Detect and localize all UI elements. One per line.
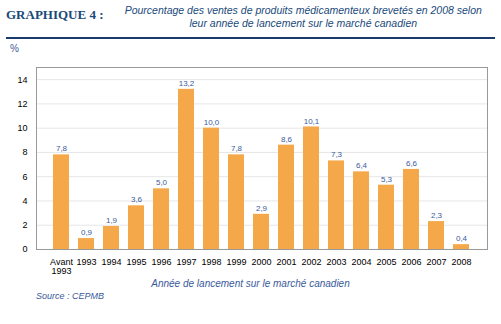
svg-text:1993: 1993: [76, 257, 96, 267]
svg-text:8: 8: [22, 147, 27, 157]
svg-text:2003: 2003: [326, 257, 346, 267]
svg-text:1998: 1998: [201, 257, 221, 267]
svg-text:1,9: 1,9: [106, 216, 118, 225]
svg-text:2008: 2008: [451, 257, 471, 267]
svg-text:1996: 1996: [151, 257, 171, 267]
svg-text:2: 2: [22, 220, 27, 230]
svg-text:7,8: 7,8: [56, 144, 68, 153]
svg-text:8,6: 8,6: [281, 135, 293, 144]
svg-text:5,0: 5,0: [156, 178, 168, 187]
svg-text:1995: 1995: [126, 257, 146, 267]
html-text:leur année de lancement sur le: leur année de lancement sur le marché ca…: [189, 17, 418, 29]
svg-text:1999: 1999: [226, 257, 246, 267]
svg-text:10: 10: [17, 123, 27, 133]
svg-text:12: 12: [17, 99, 27, 109]
svg-text:2,3: 2,3: [431, 211, 443, 220]
svg-text:1997: 1997: [176, 257, 196, 267]
svg-text:0: 0: [22, 244, 27, 254]
svg-text:2005: 2005: [376, 257, 396, 267]
svg-text:0,9: 0,9: [81, 228, 93, 237]
svg-text:10,0: 10,0: [204, 118, 220, 127]
svg-text:6: 6: [22, 172, 27, 182]
svg-text:2002: 2002: [301, 257, 321, 267]
svg-text:6,6: 6,6: [406, 159, 418, 168]
svg-text:14: 14: [17, 75, 27, 85]
svg-text:13,2: 13,2: [179, 79, 195, 88]
svg-text:7,3: 7,3: [331, 150, 343, 159]
svg-text:2007: 2007: [426, 257, 446, 267]
svg-text:2000: 2000: [251, 257, 271, 267]
svg-text:6,4: 6,4: [356, 161, 368, 170]
svg-text:7,8: 7,8: [231, 144, 243, 153]
svg-text:2004: 2004: [351, 257, 371, 267]
html-text:Pourcentage des ventes de prod: Pourcentage des ventes de produits médic…: [124, 4, 482, 16]
svg-text:2,9: 2,9: [256, 204, 268, 213]
svg-text:10,1: 10,1: [304, 117, 320, 126]
svg-text:2001: 2001: [276, 257, 296, 267]
html-text:Année de lancement sur le marc: Année de lancement sur le marché canadie…: [151, 278, 350, 289]
svg-text:Avant1993: Avant1993: [50, 257, 73, 276]
svg-text:3,6: 3,6: [131, 195, 143, 204]
svg-text:4: 4: [22, 196, 27, 206]
html-text:Source : CEPMB: Source : CEPMB: [36, 291, 104, 301]
svg-text:1994: 1994: [101, 257, 121, 267]
svg-text:5,3: 5,3: [381, 175, 393, 184]
svg-text:0,4: 0,4: [456, 234, 468, 243]
svg-text:2006: 2006: [401, 257, 421, 267]
html-text:GRAPHIQUE 4 :: GRAPHIQUE 4 :: [6, 7, 104, 22]
